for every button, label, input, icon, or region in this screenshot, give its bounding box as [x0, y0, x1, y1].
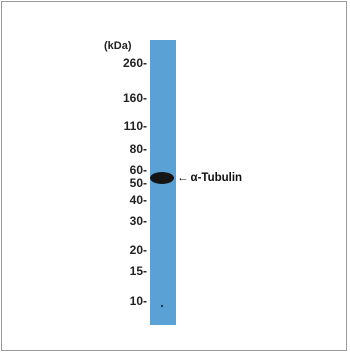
marker-label-160: 160-: [122, 91, 147, 106]
marker-label-50: 50-: [129, 176, 147, 191]
lane-svg: [150, 172, 174, 308]
left-arrow-icon: ←: [177, 172, 189, 184]
protein-band: [150, 172, 174, 184]
band-name: α-Tubulin: [190, 172, 243, 184]
marker-label-10: 10-: [129, 294, 147, 308]
marker-label-30: 30-: [129, 213, 147, 228]
blot-lane: [150, 40, 176, 325]
marker-label-110: 110-: [123, 118, 147, 133]
marker-label-80: 80-: [129, 142, 147, 157]
marker-label-40: 40-: [129, 192, 147, 207]
marker-label-20: 20-: [129, 243, 147, 258]
marker-label-15: 15-: [129, 264, 147, 279]
lane-spot: [160, 304, 164, 308]
figure-frame: [1, 1, 347, 351]
unit-label: (kDa): [104, 40, 132, 52]
marker-label-260: 260-: [122, 56, 147, 70]
band-annotation: ← α-Tubulin: [177, 172, 242, 184]
marker-label-60: 60-: [129, 163, 147, 178]
